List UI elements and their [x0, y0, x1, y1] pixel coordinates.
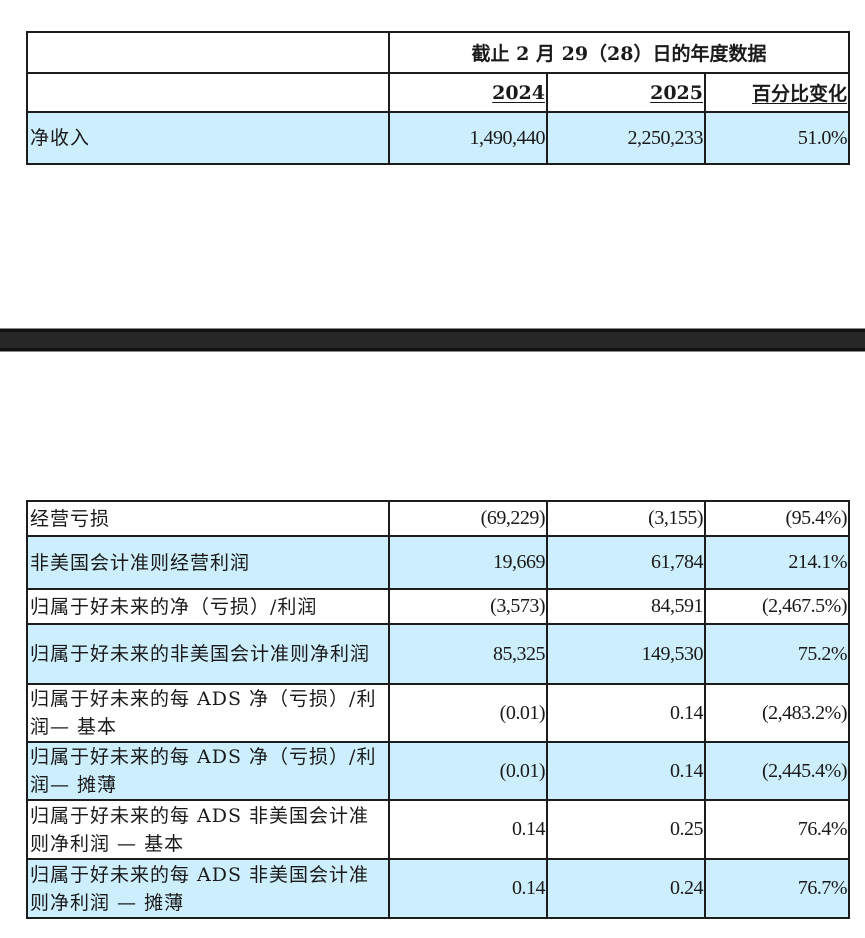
table-row: 归属于好未来的净（亏损）/利润 (3,573) 84,591 (2,467.5%… — [26, 588, 850, 625]
table-row: 经营亏损 (69,229) (3,155) (95.4%) — [26, 500, 850, 537]
row-label: 归属于好未来的非美国会计准则净利润 — [26, 623, 390, 685]
value-2024: (69,229) — [388, 500, 548, 537]
row-label: 归属于好未来的每 ADS 净（亏损）/利润— 基本 — [26, 683, 390, 743]
table-row: 非美国会计准则经营利润 19,669 61,784 214.1% — [26, 535, 850, 590]
row-label: 非美国会计准则经营利润 — [26, 535, 390, 590]
value-2024: 19,669 — [388, 535, 548, 590]
value-2024: (0.01) — [388, 741, 548, 801]
value-2025: 61,784 — [546, 535, 706, 590]
column-header-change: 百分比变化 — [703, 72, 851, 113]
header-empty-cell — [26, 72, 390, 113]
revenue-table: 截止 2 月 29（28）日的年度数据 2024 2025 百分比变化 净收入 … — [26, 31, 851, 165]
period-header: 截止 2 月 29（28）日的年度数据 — [387, 31, 851, 74]
value-change: 51.0% — [703, 111, 851, 165]
value-change: (95.4%) — [704, 500, 850, 537]
column-header-2025: 2025 — [546, 72, 706, 113]
value-change: 75.2% — [704, 623, 850, 685]
table-row: 归属于好未来的每 ADS 净（亏损）/利润— 摊薄 (0.01) 0.14 (2… — [26, 741, 850, 801]
value-2024: 0.14 — [388, 799, 548, 860]
header-row-period: 截止 2 月 29（28）日的年度数据 — [26, 31, 851, 74]
table-row: 归属于好未来的每 ADS 非美国会计准则净利润 — 基本 0.14 0.25 7… — [26, 799, 850, 860]
value-change: 76.7% — [704, 858, 850, 919]
row-label: 经营亏损 — [26, 500, 390, 537]
row-label: 归属于好未来的每 ADS 非美国会计准则净利润 — 摊薄 — [26, 858, 390, 919]
value-2024: (0.01) — [388, 683, 548, 743]
value-2025: 0.14 — [546, 741, 706, 801]
value-2025: 2,250,233 — [546, 111, 706, 165]
header-row-years: 2024 2025 百分比变化 — [26, 72, 851, 113]
value-2025: 84,591 — [546, 588, 706, 625]
value-2024: 1,490,440 — [388, 111, 548, 165]
row-label: 归属于好未来的净（亏损）/利润 — [26, 588, 390, 625]
table-row: 归属于好未来的非美国会计准则净利润 85,325 149,530 75.2% — [26, 623, 850, 685]
row-label: 净收入 — [26, 111, 390, 165]
table-row: 净收入 1,490,440 2,250,233 51.0% — [26, 111, 851, 165]
column-header-2024: 2024 — [388, 72, 548, 113]
value-change: (2,445.4%) — [704, 741, 850, 801]
header-empty-cell — [26, 31, 390, 74]
value-2024: 0.14 — [388, 858, 548, 919]
value-2024: 85,325 — [388, 623, 548, 685]
row-label: 归属于好未来的每 ADS 净（亏损）/利润— 摊薄 — [26, 741, 390, 801]
separator-bar — [0, 328, 865, 352]
value-change: 76.4% — [704, 799, 850, 860]
value-change: (2,467.5%) — [704, 588, 850, 625]
value-2025: 0.25 — [546, 799, 706, 860]
row-label: 归属于好未来的每 ADS 非美国会计准则净利润 — 基本 — [26, 799, 390, 860]
value-2025: 149,530 — [546, 623, 706, 685]
table-row: 归属于好未来的每 ADS 非美国会计准则净利润 — 摊薄 0.14 0.24 7… — [26, 858, 850, 919]
table-row: 归属于好未来的每 ADS 净（亏损）/利润— 基本 (0.01) 0.14 (2… — [26, 683, 850, 743]
profit-table: 经营亏损 (69,229) (3,155) (95.4%) 非美国会计准则经营利… — [26, 500, 850, 919]
value-2025: 0.14 — [546, 683, 706, 743]
value-2025: 0.24 — [546, 858, 706, 919]
value-change: 214.1% — [704, 535, 850, 590]
value-2024: (3,573) — [388, 588, 548, 625]
value-change: (2,483.2%) — [704, 683, 850, 743]
value-2025: (3,155) — [546, 500, 706, 537]
